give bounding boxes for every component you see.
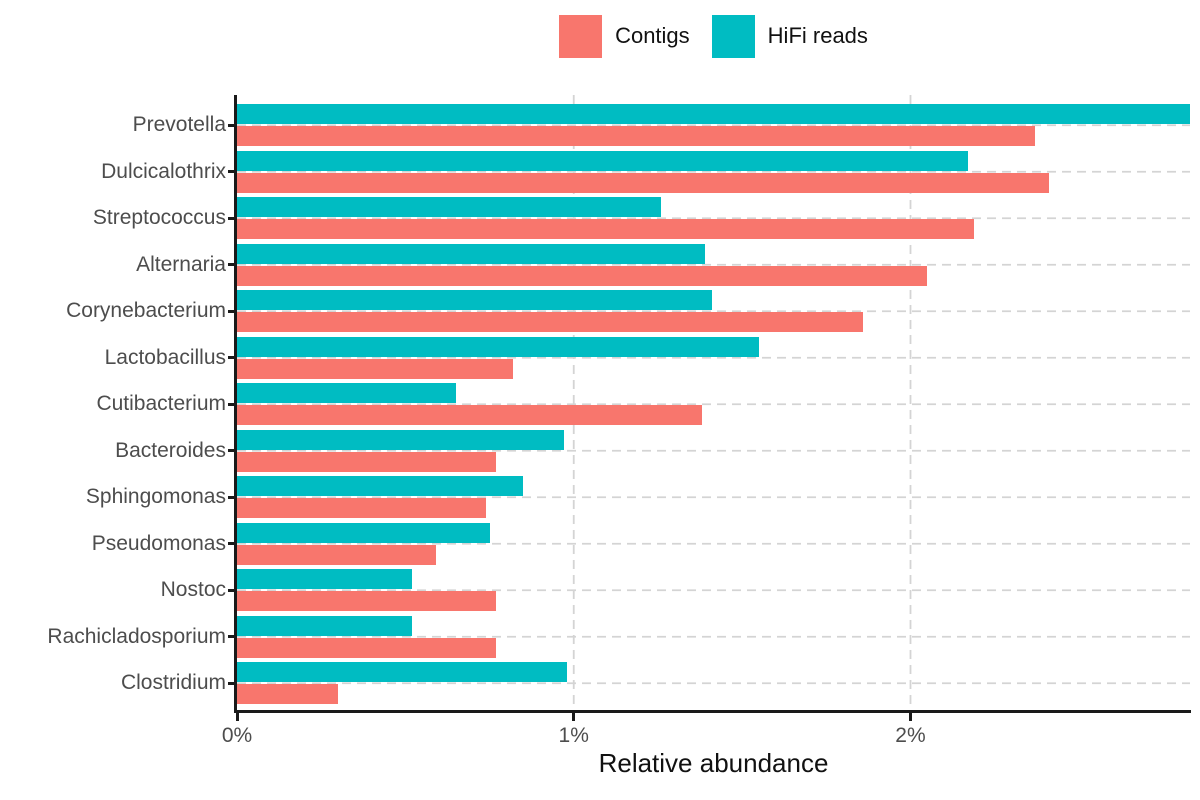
bar-contigs-bacteroides bbox=[237, 451, 497, 472]
category-label-bacteroides: Bacteroides bbox=[115, 438, 226, 462]
category-label-alternaria: Alternaria bbox=[136, 252, 226, 276]
y-tick-mark bbox=[228, 356, 237, 360]
x-tick-label: 2% bbox=[895, 724, 926, 747]
bar-contigs-pseudomonas bbox=[237, 544, 436, 565]
x-tick-mark bbox=[572, 713, 576, 721]
y-tick-mark bbox=[228, 123, 237, 127]
y-tick-mark bbox=[228, 309, 237, 313]
category-label-nostoc: Nostoc bbox=[160, 578, 226, 602]
bar-hifi-reads-clostridium bbox=[237, 662, 567, 683]
bar-contigs-corynebacterium bbox=[237, 312, 864, 333]
y-tick-mark bbox=[228, 402, 237, 406]
bar-hifi-reads-nostoc bbox=[237, 569, 413, 590]
y-tick-mark bbox=[228, 635, 237, 639]
bar-contigs-prevotella bbox=[237, 126, 1036, 147]
y-tick-mark bbox=[228, 495, 237, 499]
bar-hifi-reads-dulcicalothrix bbox=[237, 150, 968, 171]
category-label-corynebacterium: Corynebacterium bbox=[66, 299, 226, 323]
bar-contigs-dulcicalothrix bbox=[237, 172, 1049, 193]
legend-label-hifi-reads: HiFi reads bbox=[767, 23, 868, 48]
plot-panel bbox=[237, 95, 1190, 710]
bar-hifi-reads-cutibacterium bbox=[237, 383, 456, 404]
y-tick-mark bbox=[228, 170, 237, 174]
legend-item-contigs: Contigs bbox=[559, 14, 690, 58]
legend-swatch-contigs bbox=[559, 14, 603, 58]
bar-hifi-reads-alternaria bbox=[237, 243, 706, 264]
bar-contigs-streptococcus bbox=[237, 219, 975, 240]
y-tick-mark bbox=[228, 263, 237, 267]
legend-swatch-hifi-reads bbox=[711, 14, 755, 58]
bar-contigs-cutibacterium bbox=[237, 405, 702, 426]
legend: Contigs HiFi reads bbox=[237, 13, 1190, 59]
bar-contigs-alternaria bbox=[237, 265, 928, 286]
y-tick-mark bbox=[228, 449, 237, 453]
bar-hifi-reads-lactobacillus bbox=[237, 336, 759, 357]
y-tick-mark bbox=[228, 681, 237, 685]
category-label-prevotella: Prevotella bbox=[132, 113, 226, 137]
bar-contigs-sphingomonas bbox=[237, 498, 487, 519]
bar-hifi-reads-bacteroides bbox=[237, 429, 564, 450]
category-label-rachicladosporium: Rachicladosporium bbox=[47, 624, 226, 648]
category-label-pseudomonas: Pseudomonas bbox=[91, 531, 226, 555]
bar-contigs-rachicladosporium bbox=[237, 637, 497, 658]
bars-layer bbox=[237, 95, 1190, 710]
bar-hifi-reads-streptococcus bbox=[237, 197, 662, 218]
category-label-cutibacterium: Cutibacterium bbox=[96, 392, 226, 416]
gridlines bbox=[237, 95, 1190, 710]
y-tick-mark bbox=[228, 542, 237, 546]
category-label-dulcicalothrix: Dulcicalothrix bbox=[101, 159, 226, 183]
legend-label-contigs: Contigs bbox=[615, 23, 690, 48]
category-label-lactobacillus: Lactobacillus bbox=[104, 345, 226, 369]
x-axis-line bbox=[234, 710, 1191, 713]
category-label-streptococcus: Streptococcus bbox=[92, 206, 226, 230]
category-label-sphingomonas: Sphingomonas bbox=[85, 485, 226, 509]
bar-hifi-reads-rachicladosporium bbox=[237, 615, 413, 636]
x-tick-label: 1% bbox=[558, 724, 589, 747]
y-tick-mark bbox=[228, 588, 237, 592]
x-tick-label: 0% bbox=[221, 724, 253, 747]
y-tick-mark bbox=[228, 216, 237, 220]
x-tick-mark bbox=[235, 713, 239, 721]
bar-contigs-nostoc bbox=[237, 591, 497, 612]
x-tick-mark bbox=[908, 713, 912, 721]
bar-hifi-reads-prevotella bbox=[237, 104, 1190, 125]
bar-hifi-reads-sphingomonas bbox=[237, 476, 524, 497]
legend-item-hifi-reads: HiFi reads bbox=[711, 14, 868, 58]
bar-hifi-reads-pseudomonas bbox=[237, 522, 490, 543]
bar-contigs-lactobacillus bbox=[237, 358, 514, 379]
x-axis-title: Relative abundance bbox=[598, 748, 829, 778]
bar-contigs-clostridium bbox=[237, 684, 339, 705]
category-label-clostridium: Clostridium bbox=[120, 671, 226, 695]
bar-hifi-reads-corynebacterium bbox=[237, 290, 712, 311]
